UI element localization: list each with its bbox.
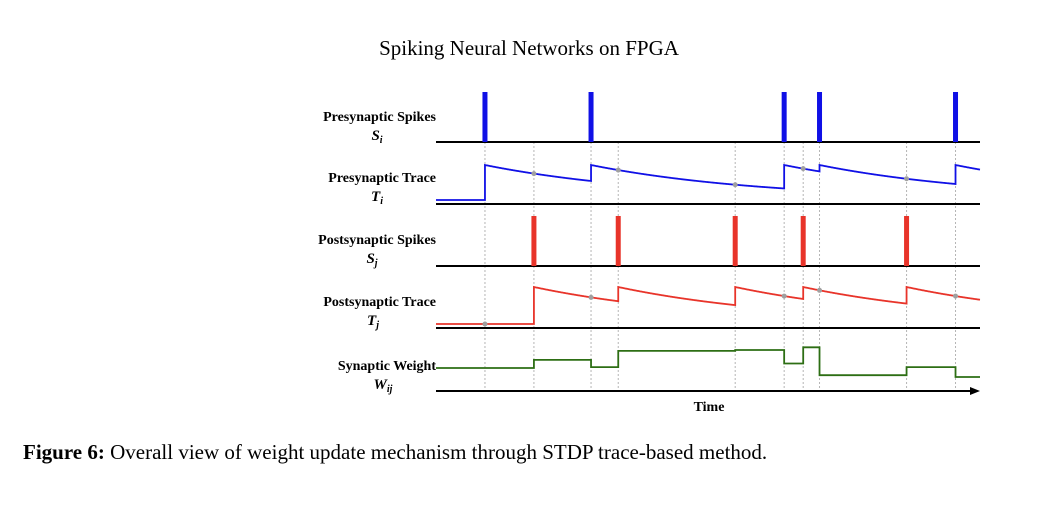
presynaptic-spike xyxy=(781,92,787,142)
figure-caption: Figure 6: Overall view of weight update … xyxy=(23,440,767,465)
row-label-postsynaptic-spikes: Postsynaptic Spikes xyxy=(318,233,436,248)
synaptic-weight-curve xyxy=(436,346,980,378)
row-label-synaptic-weight: Synaptic Weight xyxy=(338,359,436,374)
trace-sample-dot xyxy=(781,293,787,299)
caption-prefix: Figure 6: xyxy=(23,440,105,464)
trace-sample-dot xyxy=(904,176,910,182)
postsynaptic-spike xyxy=(732,216,738,266)
presynaptic-spike xyxy=(482,92,488,142)
trace-sample-dot xyxy=(531,171,537,177)
trace-sample-dot xyxy=(615,167,621,173)
trace-sample-dot xyxy=(953,293,959,299)
trace-sample-dot xyxy=(800,166,806,172)
row-label-postsynaptic-trace: Postsynaptic Trace xyxy=(323,295,436,310)
presynaptic-trace-curve xyxy=(436,163,981,201)
row-symbol-presynaptic-trace: Ti xyxy=(371,189,383,207)
row-label-presynaptic-spikes: Presynaptic Spikes xyxy=(323,110,436,125)
postsynaptic-trace-line xyxy=(436,285,981,325)
postsynaptic-spike xyxy=(904,216,910,266)
time-axis-arrowhead xyxy=(970,387,980,395)
time-axis-label: Time xyxy=(694,400,725,415)
presynaptic-spike xyxy=(817,92,823,142)
caption-text: Overall view of weight update mechanism … xyxy=(104,440,768,464)
row-symbol-postsynaptic-trace: Tj xyxy=(367,313,379,331)
postsynaptic-spike xyxy=(800,216,806,266)
trace-sample-dots xyxy=(482,166,959,327)
presynaptic-trace-line xyxy=(436,163,981,201)
trace-sample-dot xyxy=(482,321,488,327)
postsynaptic-spike xyxy=(615,216,621,266)
presynaptic-spike-train xyxy=(482,92,959,142)
figure-title: Spiking Neural Networks on FPGA xyxy=(379,36,679,60)
row-label-presynaptic-trace: Presynaptic Trace xyxy=(328,171,436,186)
trace-sample-dot xyxy=(817,287,823,293)
trace-sample-dot xyxy=(732,182,738,188)
row-symbol-presynaptic-spikes: Si xyxy=(371,128,382,146)
presynaptic-spike xyxy=(953,92,959,142)
postsynaptic-spike-train xyxy=(531,216,910,266)
synaptic-weight-line xyxy=(436,346,980,378)
trace-sample-dot xyxy=(588,294,594,300)
postsynaptic-trace-curve xyxy=(436,285,981,325)
row-symbol-synaptic-weight: Wij xyxy=(374,377,393,395)
row-symbol-postsynaptic-spikes: Sj xyxy=(366,251,377,269)
presynaptic-spike xyxy=(588,92,594,142)
postsynaptic-spike xyxy=(531,216,537,266)
